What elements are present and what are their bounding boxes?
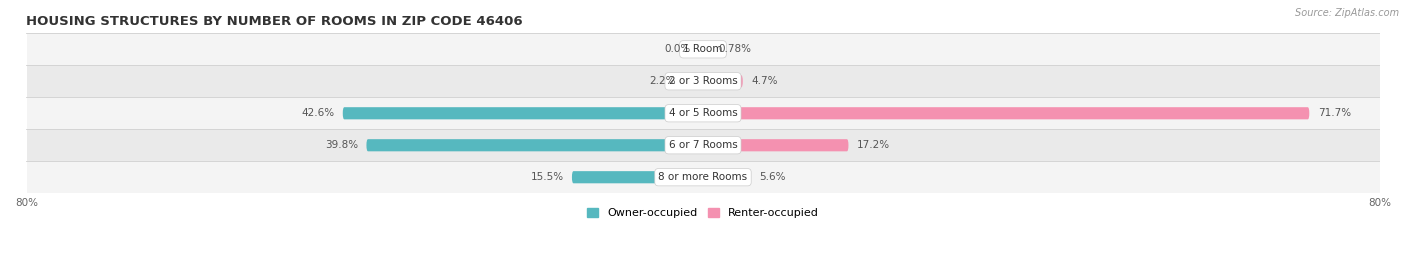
FancyBboxPatch shape [367,139,703,151]
FancyBboxPatch shape [703,171,751,183]
Text: 2 or 3 Rooms: 2 or 3 Rooms [669,76,737,86]
Text: 42.6%: 42.6% [301,108,335,118]
Text: 4 or 5 Rooms: 4 or 5 Rooms [669,108,737,118]
FancyBboxPatch shape [703,139,848,151]
Text: 71.7%: 71.7% [1317,108,1351,118]
FancyBboxPatch shape [703,107,1309,119]
Text: Source: ZipAtlas.com: Source: ZipAtlas.com [1295,8,1399,18]
FancyBboxPatch shape [685,75,703,87]
Text: 0.78%: 0.78% [718,44,751,54]
Text: 17.2%: 17.2% [856,140,890,150]
Bar [27,33,1379,65]
Bar [27,129,1379,161]
Bar [27,161,1379,193]
Text: 15.5%: 15.5% [530,172,564,182]
Text: 0.0%: 0.0% [664,44,690,54]
Text: 4.7%: 4.7% [751,76,778,86]
Text: 1 Room: 1 Room [683,44,723,54]
Text: 2.2%: 2.2% [650,76,676,86]
Text: 6 or 7 Rooms: 6 or 7 Rooms [669,140,737,150]
Text: 5.6%: 5.6% [759,172,786,182]
Text: 8 or more Rooms: 8 or more Rooms [658,172,748,182]
Bar [27,97,1379,129]
FancyBboxPatch shape [703,75,742,87]
Legend: Owner-occupied, Renter-occupied: Owner-occupied, Renter-occupied [582,204,824,223]
FancyBboxPatch shape [572,171,703,183]
FancyBboxPatch shape [703,43,710,55]
Text: HOUSING STRUCTURES BY NUMBER OF ROOMS IN ZIP CODE 46406: HOUSING STRUCTURES BY NUMBER OF ROOMS IN… [27,15,523,28]
FancyBboxPatch shape [343,107,703,119]
Text: 39.8%: 39.8% [325,140,359,150]
Bar [27,65,1379,97]
